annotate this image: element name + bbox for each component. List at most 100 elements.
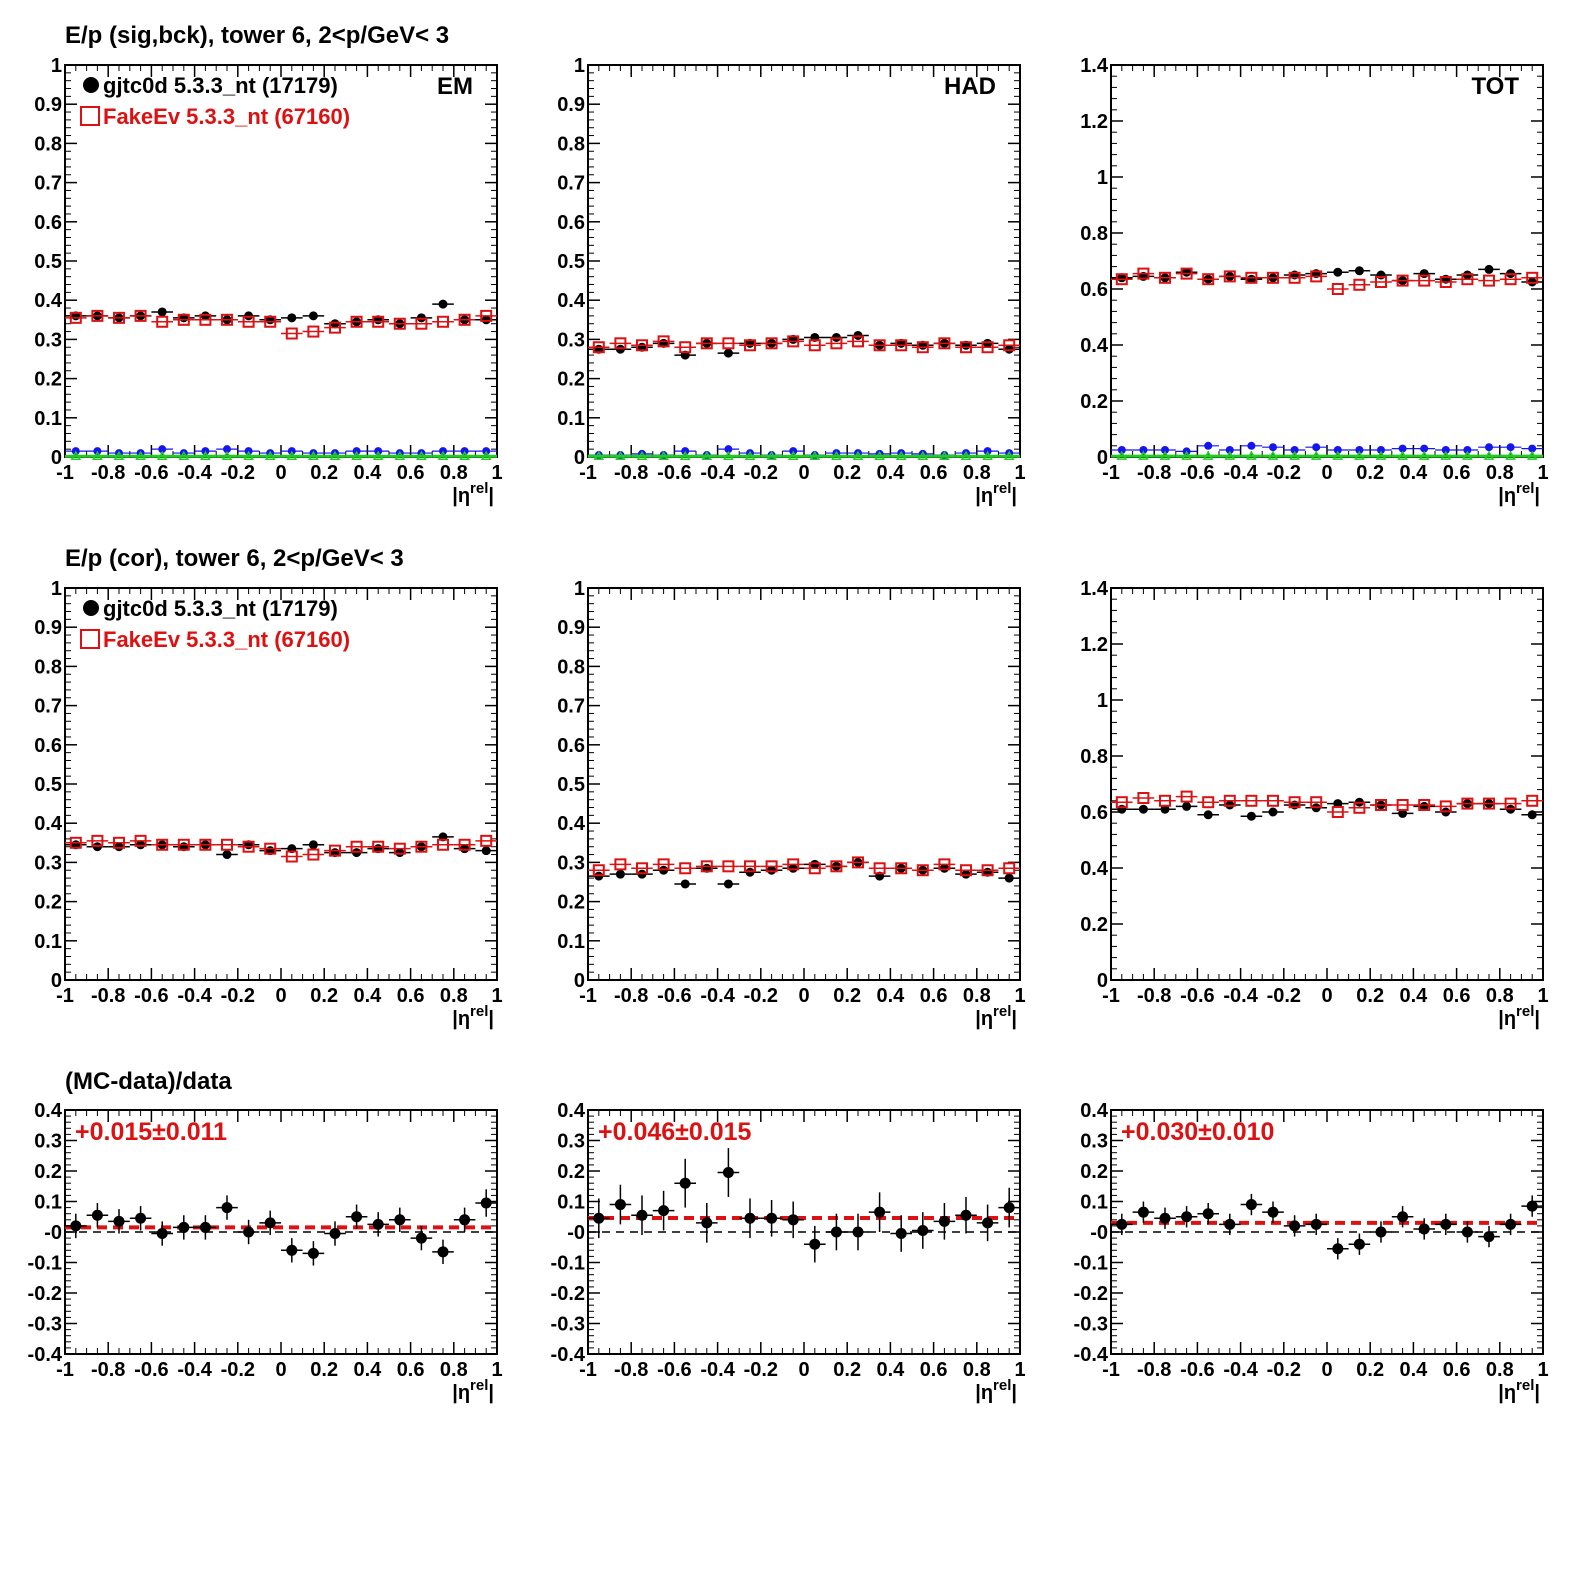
data-point bbox=[1419, 801, 1429, 811]
mc-point bbox=[1375, 276, 1387, 288]
data-point bbox=[91, 1209, 103, 1221]
x-tick-label: 0.2 bbox=[833, 1359, 861, 1381]
data-point bbox=[1353, 1238, 1365, 1250]
data-point bbox=[787, 1214, 799, 1226]
data-point bbox=[809, 1238, 821, 1250]
mc-point bbox=[592, 864, 605, 877]
y-tick-label: -0.1 bbox=[28, 1253, 62, 1275]
background-data-point bbox=[1420, 444, 1429, 453]
data-point bbox=[481, 846, 491, 856]
mc-point bbox=[1504, 797, 1517, 810]
background-mc-point bbox=[1462, 450, 1473, 460]
data-point bbox=[460, 844, 470, 854]
x-tick-label: 0.2 bbox=[833, 462, 861, 484]
row-title-cor: E/p (cor), tower 6, 2<p/GeV< 3 bbox=[65, 545, 404, 572]
data-point bbox=[1484, 264, 1494, 274]
data-point bbox=[636, 1209, 648, 1221]
x-tick-label: -0.2 bbox=[744, 985, 778, 1007]
data-point bbox=[308, 840, 318, 850]
series-1 bbox=[1111, 267, 1543, 295]
legend: gjtc0d 5.3.3_nt (17179) FakeEv 5.3.3_nt (… bbox=[80, 596, 350, 652]
data-point bbox=[1397, 1211, 1409, 1223]
data-point bbox=[1004, 344, 1014, 354]
background-mc-point bbox=[723, 450, 734, 460]
mc-point bbox=[415, 840, 428, 853]
data-point bbox=[1376, 270, 1386, 280]
background-mc-point bbox=[480, 450, 492, 460]
mc-point bbox=[307, 325, 320, 338]
x-tick-label: 0 bbox=[798, 1359, 809, 1381]
mc-point bbox=[1418, 799, 1431, 811]
x-tick-label: 0.2 bbox=[1356, 985, 1384, 1007]
data-point bbox=[372, 1218, 384, 1230]
mc-point bbox=[372, 315, 385, 328]
mc-point bbox=[437, 315, 449, 328]
data-point bbox=[593, 1212, 605, 1224]
data-point bbox=[264, 1217, 276, 1229]
legend-mc-marker bbox=[80, 629, 100, 649]
y-tick-label: 0 bbox=[51, 970, 62, 992]
mc-point bbox=[134, 834, 147, 847]
data-point bbox=[767, 865, 777, 875]
series-3 bbox=[1111, 450, 1543, 460]
x-tick-label: 0.6 bbox=[920, 1359, 948, 1381]
x-tick-label: 0.6 bbox=[1443, 1359, 1471, 1381]
background-data-point bbox=[1161, 446, 1169, 454]
mc-point bbox=[916, 341, 929, 354]
mc-point bbox=[1202, 273, 1215, 286]
panel-2-1: -1 -0.8 -0.6 -0.4 -0.2 0 0.2 0.4 0.6 0.8 1 -0.4 -0.3… bbox=[551, 1100, 1026, 1404]
x-tick-label: -0.4 bbox=[1223, 985, 1258, 1007]
y-tick-label: 1.2 bbox=[1080, 111, 1108, 133]
mc-point bbox=[264, 315, 277, 328]
background-mc-point bbox=[1505, 450, 1516, 460]
y-tick-label: 0.3 bbox=[557, 329, 585, 351]
background-mc-point bbox=[113, 450, 125, 460]
data-point bbox=[960, 1209, 972, 1221]
mc-point bbox=[458, 313, 471, 326]
data-point bbox=[70, 1220, 82, 1232]
y-tick-label: 0.6 bbox=[34, 735, 62, 757]
background-mc-point bbox=[135, 450, 146, 460]
background-mc-point bbox=[658, 450, 669, 460]
background-mc-point bbox=[70, 450, 82, 460]
background-mc-point bbox=[1332, 450, 1344, 460]
x-tick-label: 0 bbox=[1321, 1359, 1332, 1381]
y-tick-label: 0.6 bbox=[1080, 279, 1108, 301]
x-tick-label: 0 bbox=[798, 985, 809, 1007]
data-point bbox=[481, 315, 491, 325]
mc-point bbox=[722, 337, 735, 350]
y-tick-label: 1 bbox=[51, 55, 62, 77]
y-tick-label: 0.1 bbox=[1080, 1192, 1108, 1214]
mc-point bbox=[242, 315, 255, 328]
mc-point bbox=[329, 844, 341, 857]
data-point bbox=[658, 1205, 670, 1217]
x-tick-label: 0.2 bbox=[1356, 1359, 1384, 1381]
data-point bbox=[351, 1211, 363, 1223]
data-point bbox=[330, 319, 340, 329]
x-tick-label: 0.8 bbox=[963, 1359, 991, 1381]
data-point bbox=[329, 1228, 341, 1240]
mc-point bbox=[156, 838, 169, 851]
panel-tag: HAD bbox=[944, 73, 996, 100]
data-point bbox=[1224, 1218, 1236, 1230]
panels: -1 -0.8 -0.6 -0.4 -0.2 0 0.2 0.4 0.6 0.8 1 0 0.1 0.2 0… bbox=[28, 55, 1549, 1404]
data-point bbox=[1245, 1199, 1257, 1211]
background-mc-point bbox=[1138, 450, 1149, 460]
x-tick-label: -0.6 bbox=[134, 985, 168, 1007]
mc-point bbox=[808, 862, 821, 875]
mc-point bbox=[113, 836, 125, 849]
legend-mc-marker bbox=[80, 106, 100, 126]
x-tick-label: -0.6 bbox=[1180, 985, 1214, 1007]
data-point bbox=[114, 842, 124, 852]
background-mc-point bbox=[200, 450, 211, 460]
y-tick-label: 0.2 bbox=[557, 892, 585, 914]
mc-point bbox=[1223, 270, 1236, 283]
data-point bbox=[1246, 811, 1256, 821]
background-data-point bbox=[1441, 446, 1450, 454]
y-tick-label: 0.7 bbox=[34, 173, 62, 195]
x-tick-label: 0.6 bbox=[397, 462, 425, 484]
y-tick-label: 0.2 bbox=[34, 369, 62, 391]
y-tick-label: -0.2 bbox=[551, 1283, 585, 1305]
y-tick-label: 0.5 bbox=[34, 774, 62, 796]
data-point bbox=[394, 1214, 406, 1226]
